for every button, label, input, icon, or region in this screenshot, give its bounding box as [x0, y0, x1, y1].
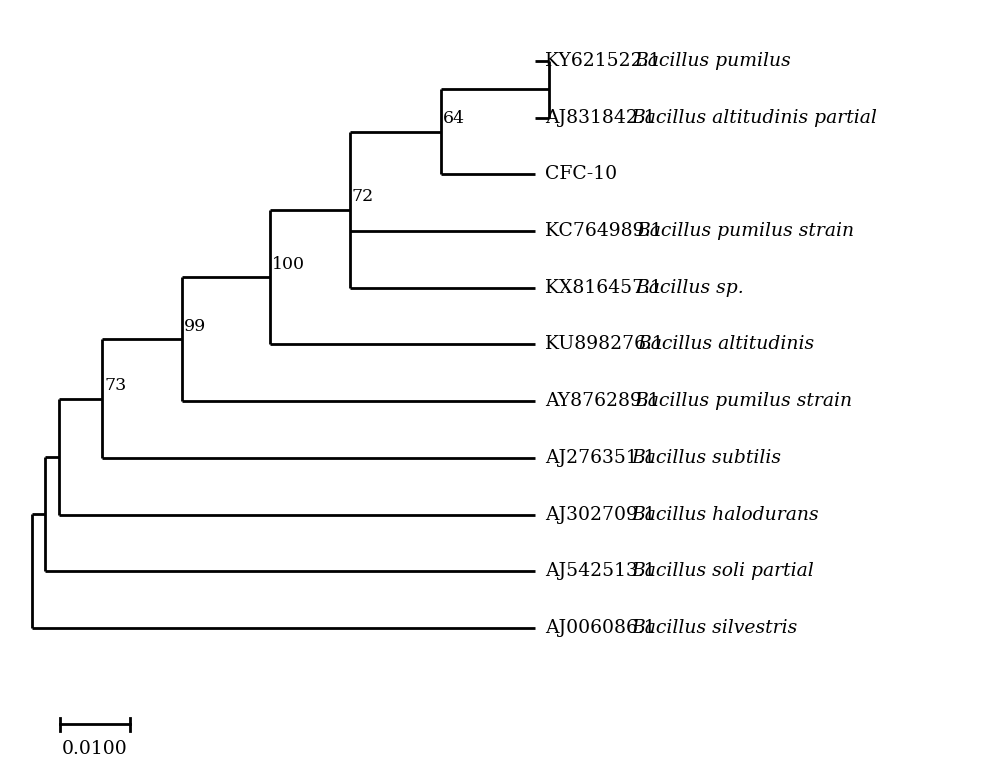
Text: Bacillus altitudinis: Bacillus altitudinis	[637, 335, 814, 354]
Text: 99: 99	[184, 317, 207, 334]
Text: 73: 73	[104, 377, 126, 394]
Text: KY621522.1: KY621522.1	[545, 52, 667, 70]
Text: CFC-10: CFC-10	[545, 166, 618, 183]
Text: Bacillus soli partial: Bacillus soli partial	[631, 563, 814, 580]
Text: AJ276351.1: AJ276351.1	[545, 449, 662, 467]
Text: KX816457.1: KX816457.1	[545, 279, 668, 296]
Text: KU898276.1: KU898276.1	[545, 335, 670, 354]
Text: Bacillus subtilis: Bacillus subtilis	[631, 449, 781, 467]
Text: Bacillus altitudinis partial: Bacillus altitudinis partial	[631, 108, 877, 127]
Text: Bacillus pumilus: Bacillus pumilus	[634, 52, 791, 70]
Text: AJ302709.1: AJ302709.1	[545, 505, 662, 524]
Text: KC764989.1: KC764989.1	[545, 222, 669, 240]
Text: AJ006086.1: AJ006086.1	[545, 619, 662, 637]
Text: AJ542513.1: AJ542513.1	[545, 563, 662, 580]
Text: AY876289.1: AY876289.1	[545, 392, 666, 410]
Text: 72: 72	[352, 188, 374, 205]
Text: 64: 64	[443, 110, 465, 127]
Text: Bacillus pumilus strain: Bacillus pumilus strain	[634, 392, 852, 410]
Text: Bacillus halodurans: Bacillus halodurans	[631, 505, 819, 524]
Text: 100: 100	[272, 255, 305, 272]
Text: Bacillus silvestris: Bacillus silvestris	[631, 619, 797, 637]
Text: 0.0100: 0.0100	[62, 741, 128, 759]
Text: Bacillus sp.: Bacillus sp.	[636, 279, 744, 296]
Text: Bacillus pumilus strain: Bacillus pumilus strain	[636, 222, 854, 240]
Text: AJ831842.1: AJ831842.1	[545, 108, 662, 127]
